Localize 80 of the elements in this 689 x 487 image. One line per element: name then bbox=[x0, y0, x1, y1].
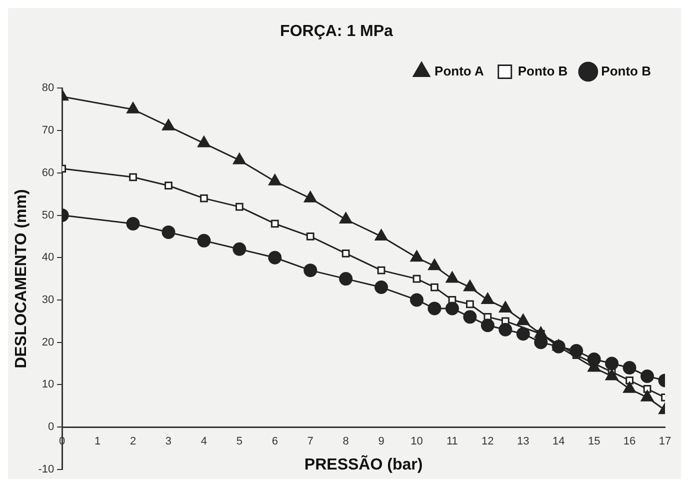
y-axis-title: DESLOCAMENTO (mm) bbox=[13, 189, 30, 368]
point bbox=[162, 225, 176, 239]
x-tick-label: 13 bbox=[517, 436, 530, 448]
x-tick-label: 12 bbox=[482, 436, 494, 448]
x-tick-label: 1 bbox=[94, 436, 101, 448]
point bbox=[339, 272, 353, 286]
point bbox=[304, 264, 318, 278]
point bbox=[430, 283, 438, 292]
point bbox=[446, 272, 459, 283]
chart-title: FORÇA: 1 MPa bbox=[280, 23, 394, 40]
point bbox=[498, 322, 512, 336]
point bbox=[339, 212, 352, 224]
point bbox=[232, 242, 246, 256]
point bbox=[200, 194, 208, 202]
point bbox=[410, 293, 424, 307]
point bbox=[552, 339, 565, 351]
x-tick-label: 5 bbox=[236, 436, 242, 448]
point bbox=[374, 280, 388, 294]
x-tick-label: 9 bbox=[378, 436, 384, 448]
point bbox=[304, 191, 317, 202]
point bbox=[626, 376, 634, 384]
y-tick-label: 70 bbox=[42, 124, 54, 137]
point bbox=[198, 136, 210, 148]
point bbox=[605, 356, 619, 370]
legend-label: Ponto A bbox=[434, 63, 484, 78]
point bbox=[306, 232, 314, 240]
point bbox=[235, 202, 244, 211]
point bbox=[428, 302, 442, 316]
x-tick-label: 7 bbox=[307, 436, 314, 448]
point bbox=[428, 258, 441, 270]
y-tick-label: 40 bbox=[42, 252, 54, 264]
point bbox=[129, 173, 137, 182]
point bbox=[162, 119, 175, 130]
point bbox=[268, 250, 282, 264]
y-tick-label: 50 bbox=[42, 209, 54, 222]
point bbox=[126, 102, 140, 114]
y-tick-label: 80 bbox=[42, 82, 54, 94]
y-tick-label: 60 bbox=[42, 166, 54, 179]
point bbox=[374, 229, 388, 240]
x-tick-label: 3 bbox=[165, 436, 172, 448]
legend-label: Ponto B bbox=[601, 63, 652, 78]
point bbox=[164, 182, 172, 190]
point bbox=[570, 344, 584, 358]
x-tick-label: 8 bbox=[342, 436, 349, 448]
point bbox=[464, 280, 476, 292]
point bbox=[270, 220, 279, 228]
point bbox=[233, 152, 246, 164]
x-tick-label: 15 bbox=[588, 436, 600, 448]
point bbox=[126, 216, 140, 230]
point bbox=[499, 301, 512, 312]
point bbox=[622, 360, 636, 374]
point bbox=[463, 310, 477, 324]
point bbox=[445, 302, 459, 316]
x-tick-label: 11 bbox=[446, 436, 458, 448]
point bbox=[480, 318, 494, 332]
point bbox=[410, 250, 424, 262]
x-tick-label: 14 bbox=[552, 436, 565, 448]
point bbox=[481, 292, 494, 304]
x-tick-label: 16 bbox=[623, 436, 636, 448]
point bbox=[197, 234, 211, 248]
y-tick-label: 30 bbox=[42, 294, 54, 306]
point bbox=[466, 300, 474, 308]
x-tick-label: 4 bbox=[200, 436, 208, 448]
x-tick-label: 6 bbox=[272, 436, 278, 448]
y-tick-label: 20 bbox=[42, 336, 54, 348]
point bbox=[342, 249, 350, 258]
point bbox=[412, 274, 421, 283]
x-tick-label: 17 bbox=[658, 436, 672, 448]
y-tick-label: 10 bbox=[42, 378, 54, 391]
legend-label: Ponto B bbox=[518, 63, 568, 78]
point bbox=[640, 369, 654, 383]
point bbox=[516, 314, 530, 326]
x-tick-label: 10 bbox=[410, 436, 423, 448]
y-tick-label: 0 bbox=[48, 421, 54, 434]
x-tick-label: 2 bbox=[130, 436, 136, 448]
x-axis-title: PRESSÃO (bar) bbox=[304, 454, 423, 474]
point bbox=[516, 327, 530, 341]
point bbox=[268, 174, 282, 186]
y-tick-label: -10 bbox=[38, 463, 54, 476]
point bbox=[377, 266, 386, 274]
